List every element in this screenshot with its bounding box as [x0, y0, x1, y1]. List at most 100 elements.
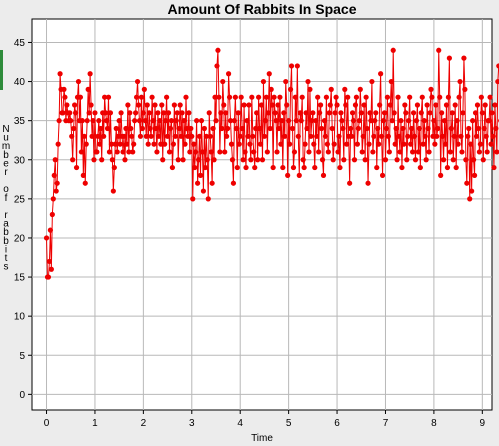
- data-point: [228, 141, 235, 147]
- data-point: [305, 78, 311, 85]
- data-point: [494, 149, 499, 155]
- data-point: [484, 149, 490, 155]
- data-point: [340, 125, 346, 132]
- data-point: [391, 110, 397, 116]
- data-point: [155, 110, 161, 116]
- data-point: [234, 164, 240, 171]
- data-point: [414, 102, 421, 108]
- data-point: [465, 133, 471, 139]
- data-point: [471, 172, 478, 178]
- data-point: [230, 180, 237, 186]
- data-point: [415, 149, 421, 155]
- data-point: [406, 118, 412, 124]
- data-point: [283, 78, 289, 85]
- data-point: [251, 149, 257, 155]
- data-point: [80, 172, 86, 178]
- data-point: [180, 157, 186, 163]
- data-point: [450, 157, 456, 163]
- y-axis-label-char: u: [3, 133, 9, 144]
- x-tick-label: 9: [480, 418, 486, 429]
- data-point: [272, 110, 278, 116]
- data-point: [293, 118, 299, 124]
- data-point: [316, 149, 322, 155]
- chart-title: Amount Of Rabbits In Space: [167, 1, 356, 17]
- data-point: [281, 110, 287, 116]
- y-tick-label: 35: [14, 116, 26, 127]
- data-point: [273, 118, 279, 124]
- data-point: [165, 110, 172, 116]
- data-point: [136, 118, 143, 124]
- data-point: [333, 94, 339, 100]
- data-point: [137, 133, 144, 139]
- data-point: [286, 118, 292, 124]
- data-point: [417, 164, 423, 171]
- data-point: [141, 86, 147, 92]
- data-point: [154, 149, 160, 155]
- data-point: [205, 196, 211, 202]
- data-point: [144, 102, 150, 108]
- data-point: [158, 141, 164, 147]
- data-point: [430, 133, 436, 139]
- data-point: [168, 118, 175, 124]
- data-point: [140, 110, 146, 116]
- data-point: [116, 118, 122, 124]
- data-point: [376, 141, 382, 147]
- x-tick-label: 3: [189, 418, 195, 429]
- data-point: [258, 102, 265, 108]
- data-point: [184, 125, 190, 132]
- data-point: [320, 172, 327, 178]
- data-point: [267, 125, 273, 132]
- data-point: [235, 110, 241, 116]
- data-point: [121, 133, 127, 139]
- data-point: [373, 110, 379, 116]
- data-point: [304, 125, 310, 132]
- data-point: [181, 118, 187, 124]
- data-point: [118, 110, 124, 116]
- data-point: [139, 125, 145, 132]
- data-point: [416, 125, 422, 132]
- data-point: [368, 118, 374, 124]
- data-point: [133, 110, 139, 116]
- y-tick-label: 5: [19, 351, 25, 362]
- data-point: [138, 94, 145, 100]
- data-point: [67, 110, 73, 116]
- data-point: [151, 141, 157, 147]
- data-point: [175, 157, 181, 163]
- data-point: [157, 118, 163, 124]
- data-point: [159, 102, 165, 108]
- data-point: [249, 94, 255, 100]
- data-point: [164, 94, 170, 100]
- data-point: [250, 133, 256, 139]
- data-point: [326, 110, 332, 116]
- y-axis-label-char: m: [2, 141, 10, 152]
- data-point: [146, 110, 152, 116]
- data-point: [60, 110, 66, 116]
- y-axis-label-char: r: [4, 167, 8, 178]
- data-point: [394, 157, 400, 163]
- data-point: [202, 164, 208, 171]
- data-point: [290, 164, 297, 171]
- data-point: [208, 149, 214, 155]
- data-point: [68, 118, 74, 124]
- data-point: [246, 102, 252, 108]
- data-point: [172, 133, 178, 139]
- data-point: [347, 180, 353, 186]
- data-point: [212, 94, 218, 100]
- data-point: [295, 133, 301, 139]
- data-point: [120, 149, 126, 155]
- data-point: [378, 71, 384, 77]
- data-point: [409, 149, 416, 155]
- data-point: [440, 133, 446, 139]
- data-point: [95, 133, 101, 139]
- data-point: [364, 125, 370, 132]
- data-point: [432, 141, 438, 147]
- x-tick-label: 5: [286, 418, 292, 429]
- data-point: [392, 141, 398, 147]
- data-point: [280, 164, 286, 171]
- data-point: [69, 133, 75, 139]
- data-point: [79, 118, 85, 124]
- data-point: [245, 133, 251, 139]
- y-tick-label: 45: [14, 38, 26, 49]
- data-point: [477, 141, 483, 147]
- data-point: [398, 118, 404, 124]
